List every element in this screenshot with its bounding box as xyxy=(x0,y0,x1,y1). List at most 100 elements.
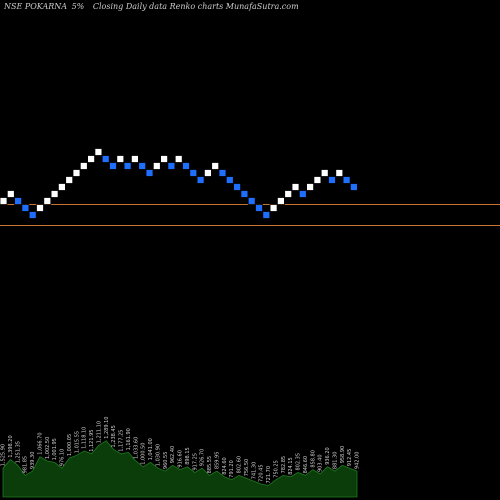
volume-label: 962.40 xyxy=(170,446,176,464)
brick-up xyxy=(335,169,344,177)
volume-label: 846.60 xyxy=(303,456,309,474)
brick-up xyxy=(130,155,139,163)
volume-label: 1,001.95 xyxy=(52,438,58,460)
volume-label: 1,289.10 xyxy=(104,417,110,439)
volume-label: 1,041.00 xyxy=(148,438,154,460)
volume-label: 1,000.50 xyxy=(141,443,147,465)
volume-label: 756.50 xyxy=(244,459,250,477)
chart-symbol: NSE POKARNA xyxy=(3,2,67,11)
brick-down xyxy=(218,169,227,177)
brick-down xyxy=(14,197,23,205)
chart-title: NSE POKARNA 5% Closing Daily data Renko … xyxy=(3,2,299,11)
brick-down xyxy=(342,176,351,184)
brick-down xyxy=(262,211,271,219)
brick-up xyxy=(116,155,125,163)
brick-up xyxy=(65,176,74,184)
volume-label: 926.70 xyxy=(200,449,206,467)
volume-label: 1,033.60 xyxy=(133,437,139,459)
brick-down xyxy=(247,197,256,205)
brick-down xyxy=(101,155,110,163)
volume-label: 1,121.95 xyxy=(89,430,95,452)
brick-down xyxy=(109,162,117,170)
volume-label: 859.95 xyxy=(214,452,220,470)
brick-down xyxy=(349,183,358,191)
brick-down xyxy=(240,190,249,198)
volume-label: 903.40 xyxy=(318,455,324,473)
volume-label: 1,015.55 xyxy=(74,431,80,453)
brick-up xyxy=(0,197,8,205)
brick-down xyxy=(123,162,132,170)
volume-label: 898.15 xyxy=(185,447,191,465)
volume-label: 881.30 xyxy=(332,452,338,470)
brick-up xyxy=(291,183,300,191)
volume-label: 981.85 xyxy=(23,456,29,474)
renko-bricks xyxy=(0,148,358,219)
volume-label: 858.80 xyxy=(310,450,316,468)
volume-label: 939.30 xyxy=(30,452,36,470)
brick-up xyxy=(43,197,52,205)
volume-label: 1,211.10 xyxy=(96,421,102,443)
volume-label: 802.60 xyxy=(237,456,243,474)
volume-label: 916.60 xyxy=(178,450,184,468)
volume-label: 885.55 xyxy=(207,456,213,474)
brick-up xyxy=(306,183,315,191)
volume-label: 791.20 xyxy=(229,460,235,478)
volume-label: 1,030.90 xyxy=(155,444,161,466)
brick-up xyxy=(94,148,103,156)
volume-label: 824.15 xyxy=(288,457,294,475)
brick-up xyxy=(313,176,322,184)
brick-up xyxy=(174,155,183,163)
brick-up xyxy=(320,169,329,177)
volume-label: 1,177.25 xyxy=(119,430,125,452)
brick-down xyxy=(167,162,176,170)
brick-down xyxy=(189,169,198,177)
volume-label: 824.60 xyxy=(222,457,228,475)
brick-down xyxy=(196,176,205,184)
volume-label: 1,251.35 xyxy=(15,441,21,463)
brick-up xyxy=(203,169,212,177)
brick-down xyxy=(328,176,336,184)
brick-up xyxy=(36,204,44,212)
brick-down xyxy=(28,211,37,219)
brick-up xyxy=(276,197,285,205)
volume-label: 1,118.10 xyxy=(82,427,88,449)
volume-label: 721.70 xyxy=(266,466,272,484)
volume-label: 1,002.50 xyxy=(45,437,51,459)
brick-up xyxy=(72,169,81,177)
volume-label: 1,398.20 xyxy=(8,435,14,457)
volume-label: 1,066.70 xyxy=(37,432,43,454)
volume-label: 1,000.05 xyxy=(67,434,73,456)
brick-up xyxy=(6,190,15,198)
brick-down xyxy=(145,169,154,177)
brick-down xyxy=(233,183,242,191)
brick-down xyxy=(255,204,263,212)
brick-down xyxy=(298,190,307,198)
volume-label: 942.00 xyxy=(355,452,361,470)
volume-label: 720.45 xyxy=(259,465,265,483)
brick-up xyxy=(50,190,59,198)
volume-fill xyxy=(2,440,358,498)
brick-up xyxy=(269,204,278,212)
volume-label: 741.30 xyxy=(251,462,257,480)
chart-caption: Closing Daily data Renko charts MunafaSu… xyxy=(93,2,299,11)
brick-up xyxy=(160,155,169,163)
volume-label: 802.35 xyxy=(296,453,302,471)
volume-label: 960.55 xyxy=(163,452,169,470)
volume-label: 1,238.45 xyxy=(111,425,117,447)
brick-down xyxy=(182,162,190,170)
volume-label: 782.85 xyxy=(281,456,287,474)
brick-up xyxy=(284,190,293,198)
volume-label: 912.45 xyxy=(347,449,353,467)
brick-up xyxy=(152,162,161,170)
volume-label: 958.90 xyxy=(340,446,346,464)
chart-box-size: 5% xyxy=(72,2,85,11)
volume-label: 936.20 xyxy=(325,447,331,465)
brick-down xyxy=(225,176,234,184)
brick-up xyxy=(58,183,66,191)
volume-label: 1,525.90 xyxy=(1,444,7,466)
brick-up xyxy=(211,162,220,170)
brick-up xyxy=(79,162,88,170)
